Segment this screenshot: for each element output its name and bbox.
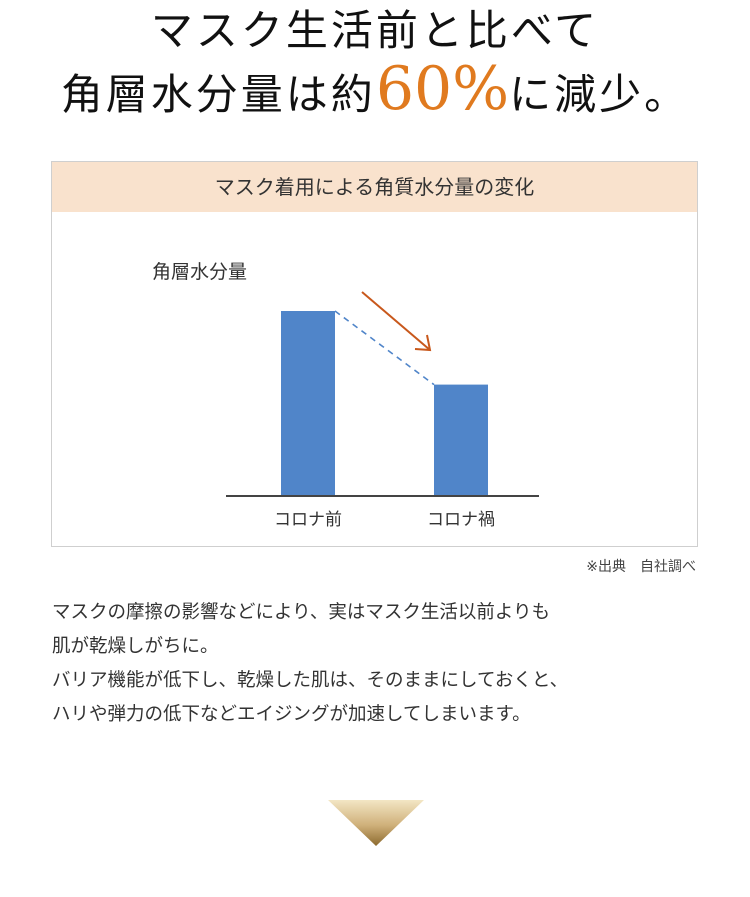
x-tick-label: コロナ禍 <box>427 510 495 530</box>
body-line: 肌が乾燥しがちに。 <box>52 636 219 657</box>
trend-dashed-line <box>334 310 435 386</box>
y-axis-label: 角層水分量 <box>152 261 247 283</box>
down-triangle-icon <box>328 800 424 846</box>
headline-highlight: 60% <box>375 54 510 124</box>
x-tick-label: コロナ前 <box>274 510 342 530</box>
bar-1 <box>281 311 335 495</box>
source-note: ※出典 自社調べ <box>586 559 696 575</box>
chart-panel: マスク着用による角質水分量の変化 角層水分量 コロナ前 コロナ禍 <box>51 161 698 547</box>
headline: マスク生活前と比べて 角層水分量は約60%に減少。 <box>0 2 750 124</box>
body-line: ハリや弾力の低下などエイジングが加速してしまいます。 <box>52 704 531 725</box>
decrease-arrow-icon <box>361 291 432 352</box>
headline-line2-post: に減少。 <box>509 70 690 119</box>
chart-title: マスク着用による角質水分量の変化 <box>52 162 697 212</box>
bar-chart: 角層水分量 コロナ前 コロナ禍 <box>152 261 539 530</box>
body-text: マスクの摩擦の影響などにより、実はマスク生活以前よりも 肌が乾燥しがちに。 バリ… <box>52 596 712 732</box>
headline-line1: マスク生活前と比べて <box>150 6 600 55</box>
headline-line2-pre: 角層水分量は約 <box>60 70 376 119</box>
headline-line2: 角層水分量は約60%に減少。 <box>0 59 750 124</box>
body-line: バリア機能が低下し、乾燥した肌は、そのままにしておくと、 <box>52 670 569 691</box>
body-line: マスクの摩擦の影響などにより、実はマスク生活以前よりも <box>52 602 551 623</box>
bar-2 <box>434 384 488 495</box>
